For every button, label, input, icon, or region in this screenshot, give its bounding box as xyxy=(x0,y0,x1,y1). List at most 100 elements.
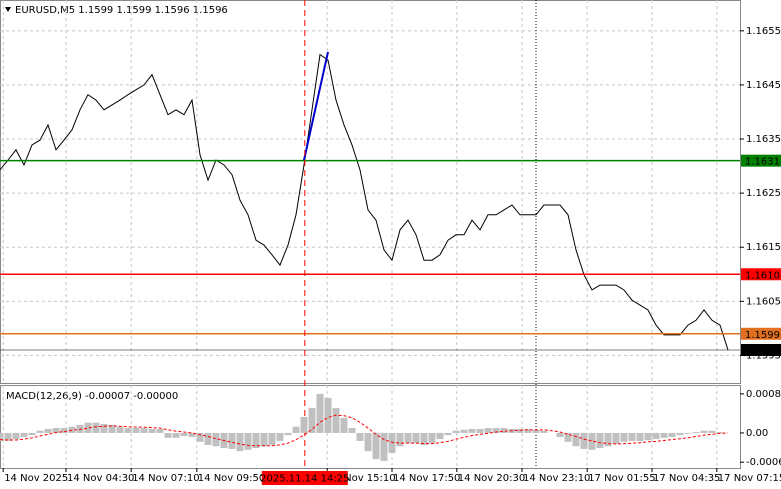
macd-bar xyxy=(28,432,36,436)
macd-bar xyxy=(468,428,476,433)
macd-bar xyxy=(244,432,252,450)
level-label-bg xyxy=(741,154,781,167)
x-tick-label: 17 Nov 01:55 xyxy=(588,473,655,484)
macd-bar xyxy=(84,422,92,433)
macd-bar xyxy=(132,428,140,433)
macd-bar xyxy=(204,432,212,445)
macd-bar xyxy=(308,408,316,433)
macd-bar xyxy=(44,428,52,433)
macd-bar xyxy=(300,416,308,433)
macd-bar xyxy=(476,428,484,433)
macd-bar xyxy=(260,432,268,447)
macd-bar xyxy=(564,432,572,442)
macd-bar xyxy=(556,432,564,437)
macd-bar xyxy=(460,429,468,433)
macd-bar xyxy=(636,432,644,441)
y-tick-label: 1.1625 xyxy=(746,188,781,199)
macd-bar xyxy=(524,428,532,433)
macd-bar xyxy=(588,432,596,450)
crosshair-label: 2025.11.14 14:25 xyxy=(260,474,349,485)
macd-bar xyxy=(340,417,348,433)
macd-bar xyxy=(316,393,324,433)
macd-bar xyxy=(116,426,124,433)
macd-bar xyxy=(404,432,412,444)
macd-bar xyxy=(580,432,588,449)
level-label: 1.1631 xyxy=(745,157,780,168)
macd-bar xyxy=(156,428,164,433)
chart-title: EURUSD,M5 1.1599 1.1599 1.1596 1.1596 xyxy=(15,5,228,16)
macd-bar xyxy=(484,428,492,433)
macd-bar xyxy=(100,424,108,433)
macd-bar xyxy=(212,432,220,447)
macd-bar xyxy=(12,432,20,440)
x-tick-label: 17 Nov 07:15 xyxy=(718,473,781,484)
macd-bar xyxy=(708,430,716,433)
level-label-bg xyxy=(741,327,781,340)
macd-bar xyxy=(620,432,628,442)
macd-bar xyxy=(596,432,604,449)
macd-bar xyxy=(492,428,500,433)
x-tick-label: 17 Nov 04:35 xyxy=(653,473,720,484)
macd-bar xyxy=(380,432,388,461)
macd-bar xyxy=(644,432,652,441)
macd-bar xyxy=(52,428,60,433)
x-tick-label: 14 Nov 20:30 xyxy=(458,473,525,484)
macd-bar xyxy=(268,432,276,445)
macd-bar xyxy=(428,432,436,444)
macd-bar xyxy=(500,428,508,433)
level-label: 1.1610 xyxy=(745,270,780,281)
y-tick-label: 1.1605 xyxy=(746,296,781,307)
macd-bar xyxy=(92,422,100,433)
x-tick-label: 14 Nov 15:10 xyxy=(328,473,395,484)
macd-bar xyxy=(660,432,668,438)
y-tick-label: 1.1615 xyxy=(746,242,781,253)
x-tick-label: 14 Nov 07:10 xyxy=(132,473,199,484)
macd-bar xyxy=(164,432,172,438)
macd-bar xyxy=(292,426,300,433)
level-label: 1.1596 xyxy=(745,346,780,357)
macd-bar xyxy=(196,432,204,442)
macd-bar xyxy=(4,432,12,441)
macd-bar xyxy=(252,432,260,449)
price-line xyxy=(0,414,729,447)
price-line xyxy=(0,53,729,351)
macd-bar xyxy=(348,428,356,433)
macd-bar xyxy=(420,432,428,445)
macd-title: MACD(12,26,9) -0.00007 -0.00000 xyxy=(6,391,178,402)
macd-bar xyxy=(140,428,148,433)
x-tick-label: 14 Nov 23:10 xyxy=(523,473,590,484)
level-label-bg xyxy=(741,344,781,357)
macd-bar xyxy=(324,397,332,433)
y-tick-label: 1.1655 xyxy=(746,26,781,37)
x-tick-label: 14 Nov 17:50 xyxy=(393,473,460,484)
macd-bar xyxy=(148,428,156,433)
macd-bar xyxy=(172,432,180,438)
macd-bar xyxy=(124,428,132,433)
x-tick-label: 14 Nov 2025 xyxy=(4,473,68,484)
macd-bar xyxy=(108,424,116,433)
macd-bar xyxy=(228,432,236,449)
macd-bar xyxy=(364,432,372,452)
macd-bar xyxy=(396,432,404,447)
macd-bar xyxy=(572,432,580,447)
macd-panel xyxy=(0,385,741,469)
macd-bar xyxy=(284,432,292,436)
macd-bar xyxy=(60,428,68,433)
macd-bar xyxy=(388,432,396,453)
macd-bar xyxy=(668,432,676,437)
macd-bar xyxy=(652,432,660,440)
level-label: 1.1599 xyxy=(745,330,780,341)
macd-bar xyxy=(444,432,452,436)
menu-triangle xyxy=(5,7,11,12)
x-tick-label: 14 Nov 04:30 xyxy=(67,473,134,484)
y-tick-label: 1.1635 xyxy=(746,134,781,145)
y-tick-label: -0.00066 xyxy=(746,457,781,468)
macd-bar xyxy=(436,432,444,440)
y-tick-label: 0.00 xyxy=(746,428,768,439)
price-panel xyxy=(0,0,741,384)
macd-bar xyxy=(692,432,700,433)
trend-line xyxy=(303,51,329,161)
macd-bar xyxy=(276,432,284,441)
macd-bar xyxy=(180,432,188,437)
